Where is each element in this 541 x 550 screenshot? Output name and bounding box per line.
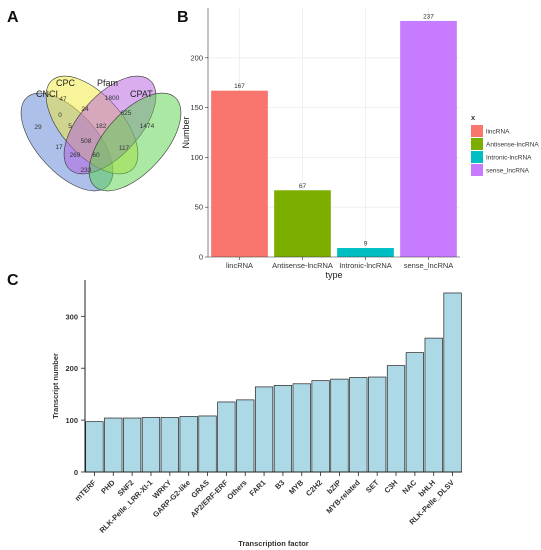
data-label: 237 (423, 13, 434, 20)
legend-swatch (471, 164, 483, 176)
venn-region-value: 508 (81, 138, 92, 145)
panel-c-letter: C (7, 272, 19, 289)
x-tick-label: sense_lncRNA (404, 261, 454, 270)
bar (273, 384, 293, 473)
bar (337, 248, 394, 257)
venn-region-value: 233 (81, 167, 92, 174)
bar (179, 416, 198, 473)
x-tick-label: B3 (273, 478, 286, 491)
y-tick-label: 150 (190, 103, 203, 112)
y-axis-title: Number (181, 116, 191, 148)
y-axis-title: Transcript number (51, 353, 60, 419)
y-tick-label: 200 (65, 364, 78, 373)
bar (311, 380, 330, 473)
venn-region-value: 117 (119, 145, 130, 152)
y-tick-label: 50 (195, 203, 203, 212)
legend-swatch (471, 138, 483, 150)
venn-region-value: 269 (70, 152, 81, 159)
venn-region-value: 0 (58, 112, 62, 119)
legend-entry: Intronic-lncRNA (486, 155, 532, 162)
venn-label-pfam: Pfam (97, 78, 118, 88)
legend-swatch (471, 151, 483, 163)
bar (349, 377, 368, 473)
bar (217, 401, 236, 473)
data-label: 67 (299, 183, 307, 190)
x-tick-label: FAR1 (248, 478, 268, 498)
venn-region-value: 29 (34, 124, 42, 131)
data-label: 9 (364, 241, 368, 248)
venn-region-value: 1800 (105, 95, 120, 102)
venn-region-value: 17 (55, 144, 63, 151)
legend-entry: lincRNA (486, 129, 510, 136)
legend-entry: Antisense-lncRNA (486, 142, 539, 149)
bar (236, 399, 255, 473)
legend-title: x (471, 113, 476, 122)
x-tick-label: PHD (99, 478, 117, 496)
venn-region-value: 24 (81, 106, 89, 113)
bar (104, 417, 123, 473)
bar (123, 417, 142, 473)
y-tick-label: 200 (190, 53, 203, 62)
bar (443, 292, 462, 473)
bar (85, 421, 104, 473)
venn-region-value: 60 (92, 152, 100, 159)
bar (254, 386, 274, 473)
venn-label-cpc: CPC (56, 78, 76, 88)
bar (330, 378, 349, 473)
y-tick-label: 100 (65, 416, 78, 425)
panel-b-letter: B (177, 9, 189, 26)
bar (368, 376, 387, 473)
x-axis-title: type (325, 270, 342, 280)
venn-set-cpat (88, 92, 182, 192)
bar (198, 415, 217, 473)
bar (292, 383, 311, 473)
x-tick-label: lincRNA (226, 261, 253, 270)
chart-b: 0 50 100 150 200 167 lincRNA 67 Antisense-lncRNA… (181, 8, 539, 280)
x-axis-title: Transcription factor (238, 539, 309, 548)
x-tick-label: Intronic-lncRNA (339, 261, 392, 270)
bar (274, 190, 331, 257)
venn-region-value: 182 (96, 123, 107, 130)
data-label: 167 (234, 83, 245, 90)
x-tick-label: SET (364, 478, 381, 495)
panel-a-letter: A (7, 9, 19, 26)
x-tick-label: C2H2 (304, 478, 324, 498)
venn-label-cnci: CNCI (36, 89, 58, 99)
bar (400, 20, 457, 258)
bar (386, 365, 406, 473)
venn-label-cpat: CPAT (130, 89, 153, 99)
venn-region-value: 47 (59, 96, 67, 103)
bar (211, 90, 268, 257)
bar (160, 417, 179, 473)
y-tick-label: 0 (74, 468, 78, 477)
venn-region-value: 1474 (140, 123, 155, 130)
venn-region-value: 625 (121, 110, 132, 117)
x-tick-label: Antisense-lncRNA (272, 261, 333, 270)
bar (424, 337, 443, 473)
x-tick-label: mTERF (73, 478, 98, 503)
bar (405, 352, 424, 473)
x-tick-label: Others (225, 478, 248, 501)
venn-diagram: CNCI CPC Pfam CPAT 29 47 1800 1474 0 24 … (20, 75, 182, 192)
legend-entry: sense_lncRNA (486, 168, 530, 175)
bar (141, 417, 161, 473)
y-tick-label: 100 (190, 153, 203, 162)
x-tick-label: NAC (400, 478, 418, 496)
chart-c: mTERF PHDSNF2RLK-Pelle_LRR-XI-1WRKYGARP-G… (51, 280, 462, 548)
legend-swatch (471, 125, 483, 137)
y-tick-label: 300 (65, 312, 78, 321)
x-tick-label: MYB (287, 478, 306, 497)
y-tick-label: 0 (199, 253, 203, 262)
x-tick-label: C3H (382, 478, 399, 495)
venn-region-value: 5 (68, 123, 72, 130)
